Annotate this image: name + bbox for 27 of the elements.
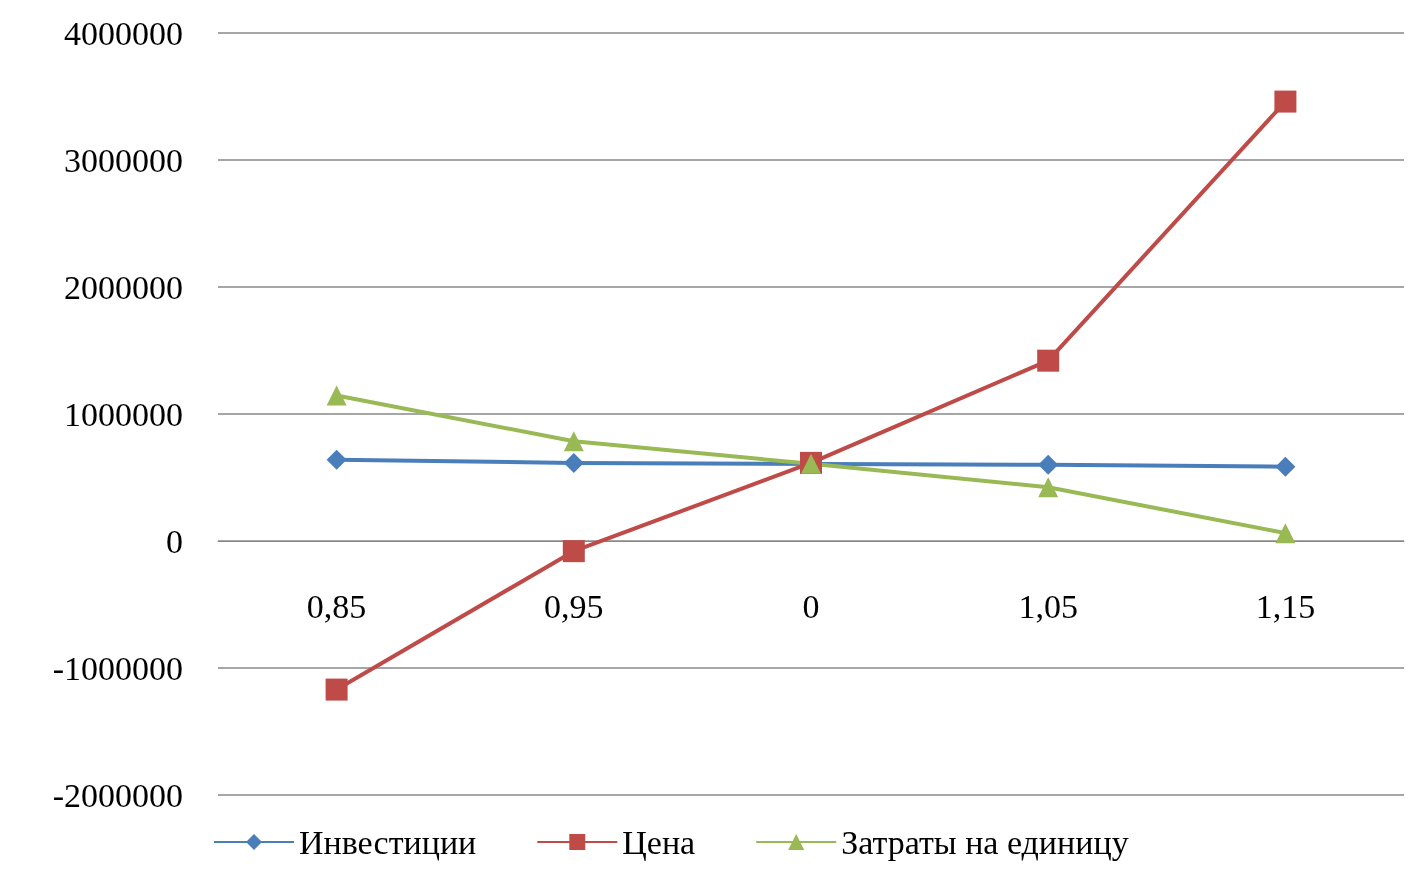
x-tick-label: 0 <box>802 587 820 625</box>
point <box>1275 523 1296 544</box>
point <box>563 431 584 452</box>
point <box>326 449 347 470</box>
legend-label: Затраты на единицу <box>841 823 1129 861</box>
point <box>562 540 585 563</box>
point <box>1038 454 1059 475</box>
x-tick-label: 1,15 <box>1255 587 1316 625</box>
point <box>326 385 347 406</box>
point <box>1037 349 1060 372</box>
point <box>1275 456 1296 477</box>
point <box>1274 90 1297 113</box>
x-tick-label: 0,85 <box>306 587 367 625</box>
y-tick-label: 3000000 <box>64 141 183 179</box>
y-tick-label: -2000000 <box>52 776 183 814</box>
point <box>1038 477 1059 498</box>
y-tick-label: -1000000 <box>52 649 183 687</box>
legend-label: Цена <box>622 823 696 861</box>
legend-label: Инвестиции <box>299 823 477 861</box>
y-tick-label: 1000000 <box>64 395 183 433</box>
point <box>325 678 348 701</box>
y-tick-label: 0 <box>166 522 183 560</box>
y-tick-label: 4000000 <box>64 14 183 52</box>
y-tick-label: 2000000 <box>64 268 183 306</box>
x-tick-label: 0,95 <box>544 587 604 625</box>
point <box>563 452 584 473</box>
x-tick-label: 1,05 <box>1018 587 1078 625</box>
